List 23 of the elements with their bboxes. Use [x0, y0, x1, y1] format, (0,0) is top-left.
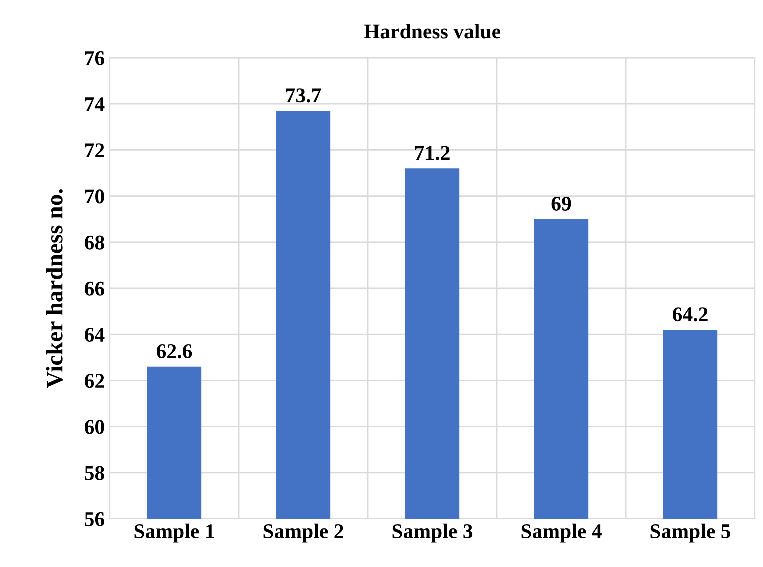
y-tick-label: 76 [85, 51, 105, 66]
chart-title: Hardness value [364, 24, 501, 39]
x-tick-label: Sample 4 [522, 524, 602, 543]
y-tick-label: 60 [85, 420, 104, 434]
x-tick-label: Sample 5 [650, 524, 731, 543]
x-tick-label: Sample 2 [264, 524, 344, 543]
data-label: 64.2 [672, 308, 708, 322]
data-label: 73.7 [286, 88, 322, 103]
data-label: 71.2 [415, 146, 450, 160]
y-tick-label: 58 [85, 466, 104, 480]
data-label: 69 [552, 196, 572, 211]
y-tick-label: 64 [85, 328, 105, 342]
y-axis-title: Vicker hardness no. [46, 190, 63, 388]
x-tick-label: Sample 1 [134, 524, 214, 543]
y-tick-label: 56 [85, 512, 105, 526]
y-tick-label: 74 [85, 98, 105, 112]
y-tick-label: 66 [85, 282, 105, 296]
y-tick-label: 72 [85, 144, 104, 158]
y-tick-label: 70 [85, 190, 104, 204]
y-tick-label: 62 [85, 374, 104, 388]
y-tick-label: 68 [85, 236, 104, 250]
data-label: 62.6 [156, 344, 192, 359]
x-tick-label: Sample 3 [392, 524, 473, 543]
